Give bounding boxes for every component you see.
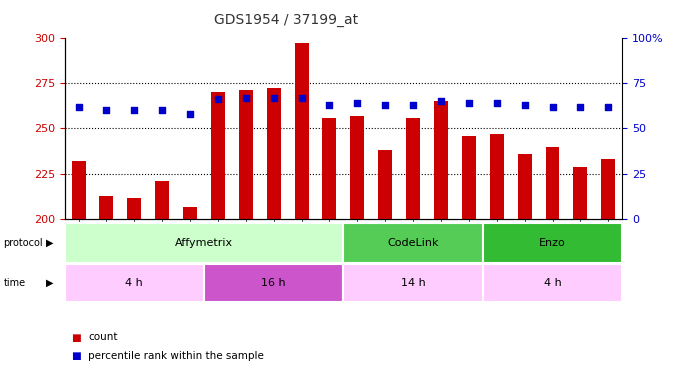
Bar: [71, 161, 86, 219]
Point: [408, 102, 419, 108]
Point: [241, 94, 252, 100]
Bar: [378, 150, 392, 219]
Bar: [490, 134, 504, 219]
Bar: [517, 154, 532, 219]
Text: 4 h: 4 h: [543, 278, 562, 288]
Point: [575, 104, 586, 110]
Bar: [343, 264, 483, 302]
Bar: [155, 181, 169, 219]
Point: [129, 107, 140, 113]
Point: [324, 102, 335, 108]
Text: protocol: protocol: [3, 238, 43, 248]
Bar: [99, 196, 114, 219]
Bar: [322, 117, 337, 219]
Point: [602, 104, 613, 110]
Bar: [406, 117, 420, 219]
Text: ■: ■: [71, 333, 81, 342]
Bar: [545, 147, 560, 219]
Point: [269, 94, 279, 100]
Bar: [204, 264, 343, 302]
Bar: [462, 136, 476, 219]
Bar: [601, 159, 615, 219]
Point: [435, 98, 446, 104]
Text: 14 h: 14 h: [401, 278, 426, 288]
Bar: [350, 116, 364, 219]
Bar: [267, 88, 281, 219]
Text: percentile rank within the sample: percentile rank within the sample: [88, 351, 265, 361]
Bar: [65, 223, 343, 262]
Bar: [294, 43, 309, 219]
Bar: [239, 90, 253, 219]
Point: [156, 107, 168, 113]
Text: 16 h: 16 h: [261, 278, 286, 288]
Bar: [483, 223, 622, 262]
Text: Affymetrix: Affymetrix: [175, 238, 233, 248]
Text: ■: ■: [71, 351, 81, 361]
Point: [352, 100, 363, 106]
Text: time: time: [3, 278, 26, 288]
Point: [185, 111, 196, 117]
Text: GDS1954 / 37199_at: GDS1954 / 37199_at: [214, 13, 358, 27]
Point: [520, 102, 530, 108]
Point: [101, 107, 112, 113]
Bar: [211, 92, 225, 219]
Point: [379, 102, 390, 108]
Text: 4 h: 4 h: [125, 278, 143, 288]
Point: [296, 94, 307, 100]
Bar: [573, 166, 588, 219]
Bar: [127, 198, 141, 219]
Bar: [183, 207, 197, 219]
Text: Enzo: Enzo: [539, 238, 566, 248]
Bar: [434, 101, 448, 219]
Bar: [343, 223, 483, 262]
Bar: [483, 264, 622, 302]
Point: [547, 104, 558, 110]
Point: [491, 100, 502, 106]
Text: count: count: [88, 333, 118, 342]
Text: ▶: ▶: [46, 238, 54, 248]
Bar: [65, 264, 204, 302]
Text: CodeLink: CodeLink: [388, 238, 439, 248]
Point: [73, 104, 84, 110]
Point: [212, 96, 223, 102]
Text: ▶: ▶: [46, 278, 54, 288]
Point: [464, 100, 475, 106]
